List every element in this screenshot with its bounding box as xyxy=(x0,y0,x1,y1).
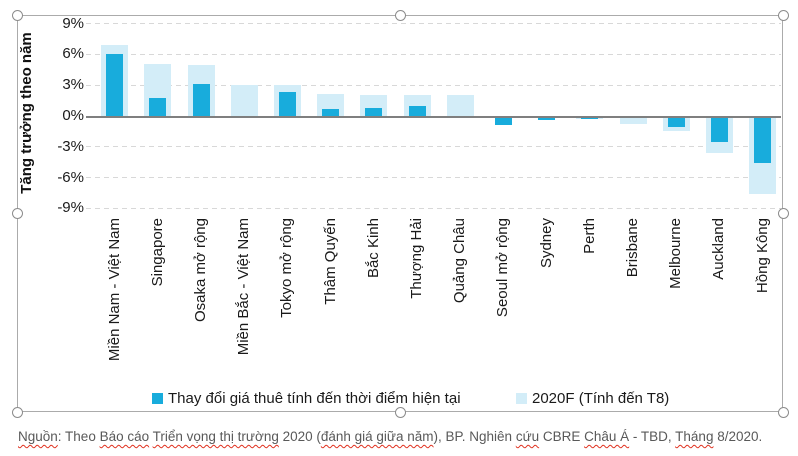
y-tick-label: 3% xyxy=(62,76,84,94)
category-label: Auckland xyxy=(710,218,728,280)
source-text-misspelled: Triển vọng thị trường xyxy=(152,429,279,444)
bar-current xyxy=(408,105,426,116)
gridline xyxy=(86,84,781,86)
category-label: Tokyo mở rộng xyxy=(278,218,296,318)
bar-current xyxy=(149,97,167,116)
category-label: Melbourne xyxy=(667,218,685,289)
bar-current xyxy=(710,117,728,143)
selection-handle-bottom-middle[interactable] xyxy=(394,406,406,418)
y-tick-label: -9% xyxy=(57,199,84,217)
source-text: : Theo xyxy=(57,429,100,444)
selection-handle-left-middle[interactable] xyxy=(11,208,23,219)
selection-handle-top-middle[interactable] xyxy=(394,10,406,21)
y-tick-label: 0% xyxy=(62,107,84,124)
source-text: 8/2020. xyxy=(713,429,763,444)
category-label: Miền Bắc - Việt Nam xyxy=(235,218,253,356)
bar-current xyxy=(754,117,772,163)
bar-2020f xyxy=(230,85,258,116)
source-text: 2020 ( xyxy=(278,429,321,444)
category-label: Quảng Châu xyxy=(451,218,469,304)
y-tick-label: -6% xyxy=(57,168,84,186)
source-text: - TBD, xyxy=(629,429,676,444)
selection-handle-bottom-left[interactable] xyxy=(11,406,23,418)
category-label: Brisbane xyxy=(624,218,641,278)
legend-item-2020f[interactable]: 2020F (Tính đến T8) xyxy=(516,390,669,407)
selection-handle-right-middle[interactable] xyxy=(777,208,789,219)
bar-current xyxy=(106,54,124,116)
source-text-misspelled: Báo cáo xyxy=(99,429,150,444)
source-text-misspelled: Nguồn xyxy=(18,429,58,444)
bar-current xyxy=(278,92,296,116)
selection-handle-bottom-right[interactable] xyxy=(777,406,789,418)
bar-current xyxy=(192,84,210,116)
source-text-misspelled: Châu Á xyxy=(584,429,630,444)
selection-handle-top-right[interactable] xyxy=(777,10,789,21)
category-label: Sydney xyxy=(537,218,555,269)
selection-handle-top-left[interactable] xyxy=(11,10,23,21)
bar-current xyxy=(322,108,340,116)
category-label: Perth xyxy=(580,218,598,254)
legend-label-2020f: 2020F (Tính đến T8) xyxy=(532,390,670,407)
bar-2020f xyxy=(619,117,647,124)
bar-current xyxy=(581,117,599,119)
source-text-misspelled: Tháng xyxy=(675,429,714,444)
category-label: Miền Nam - Việt Nam xyxy=(105,218,123,362)
source-text-misspelled: đánh giá giữa năm xyxy=(320,429,434,444)
source-text-misspelled: cứu xyxy=(515,429,540,444)
gridline xyxy=(86,177,781,179)
category-label: Thượng Hải xyxy=(408,218,425,299)
bar-current xyxy=(494,117,512,125)
category-label: Singapore xyxy=(148,218,166,287)
source-text: ), BP. Nghiên xyxy=(433,429,516,444)
category-label: Bắc Kinh xyxy=(364,218,382,279)
category-label: Seoul mở rộng xyxy=(494,218,512,318)
category-label: Osaka mở rộng xyxy=(192,218,209,323)
legend-swatch-2020f xyxy=(516,393,527,404)
source-text: CBRE xyxy=(539,429,585,444)
category-label: Hồng Kông xyxy=(753,218,771,294)
y-axis-title: Tăng trưởng theo năm xyxy=(18,32,35,194)
bar-current xyxy=(667,117,685,127)
x-axis-zero-line xyxy=(86,116,781,118)
legend-label-current: Thay đổi giá thuê tính đến thời điểm hiệ… xyxy=(168,390,461,407)
y-tick-label: -3% xyxy=(57,137,84,155)
gridline xyxy=(86,146,781,148)
legend-item-current[interactable]: Thay đổi giá thuê tính đến thời điểm hiệ… xyxy=(152,390,461,407)
category-label: Thâm Quyến xyxy=(321,218,339,305)
bar-current xyxy=(538,117,556,120)
bar-2020f xyxy=(446,95,474,116)
gridline xyxy=(86,23,781,25)
gridline xyxy=(86,53,781,55)
y-tick-label: 9% xyxy=(62,14,84,32)
legend-swatch-current xyxy=(152,393,163,404)
bar-current xyxy=(365,107,383,116)
source-note: Nguồn: Theo Báo cáo Triển vọng thị trườn… xyxy=(18,429,788,444)
y-tick-label: 6% xyxy=(62,45,84,63)
gridline xyxy=(86,207,781,209)
